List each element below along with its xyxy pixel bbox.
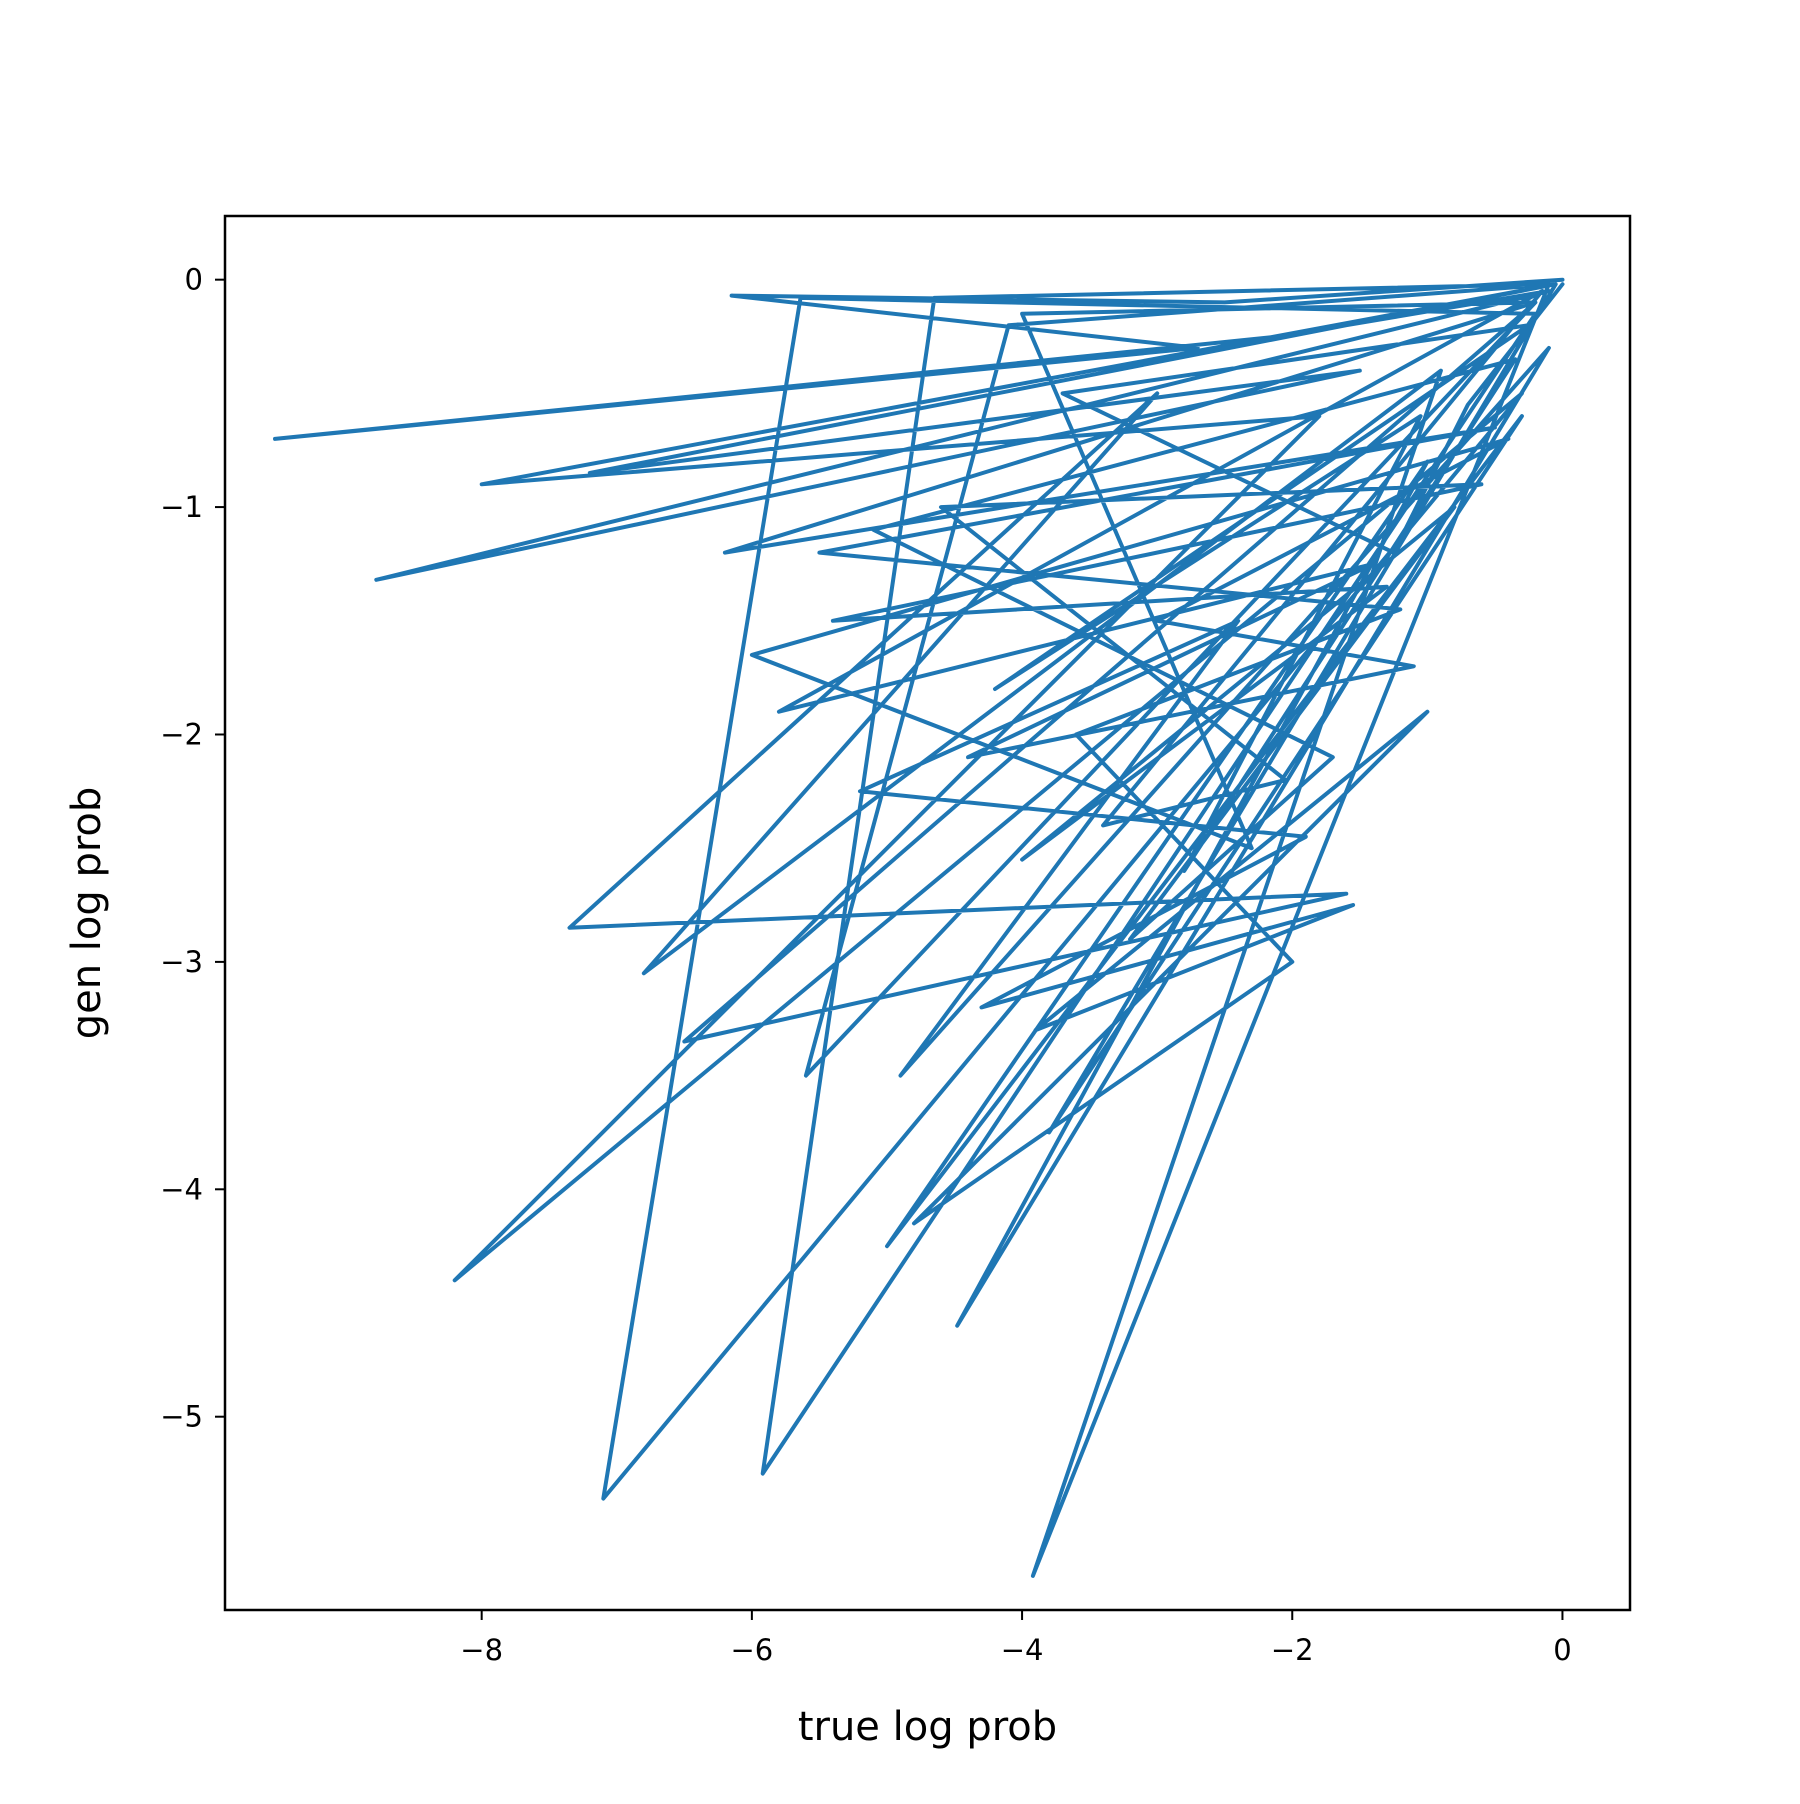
- y-axis: 0 −1 −2 −3 −4 −5: [160, 263, 225, 1434]
- x-axis-label: true log prob: [798, 1704, 1057, 1750]
- y-tick-label: 0: [185, 263, 203, 297]
- axes-frame: [223, 214, 1632, 1612]
- y-tick-label: −2: [160, 717, 203, 751]
- x-tick-label: −2: [1271, 1633, 1314, 1667]
- series-line: [273, 277, 1565, 1578]
- y-tick-label: −3: [160, 945, 203, 979]
- y-tick-label: −4: [160, 1172, 203, 1206]
- y-axis-label: gen log prob: [64, 787, 110, 1040]
- y-tick-label: −5: [160, 1400, 203, 1434]
- x-tick-label: −6: [731, 1633, 774, 1667]
- x-tick-label: −8: [460, 1633, 503, 1667]
- plot-area: [273, 277, 1565, 1578]
- x-tick-label: −4: [1001, 1633, 1044, 1667]
- x-axis: −8 −6 −4 −2 0: [460, 1610, 1572, 1667]
- y-tick-label: −1: [160, 490, 203, 524]
- x-tick-label: 0: [1553, 1633, 1571, 1667]
